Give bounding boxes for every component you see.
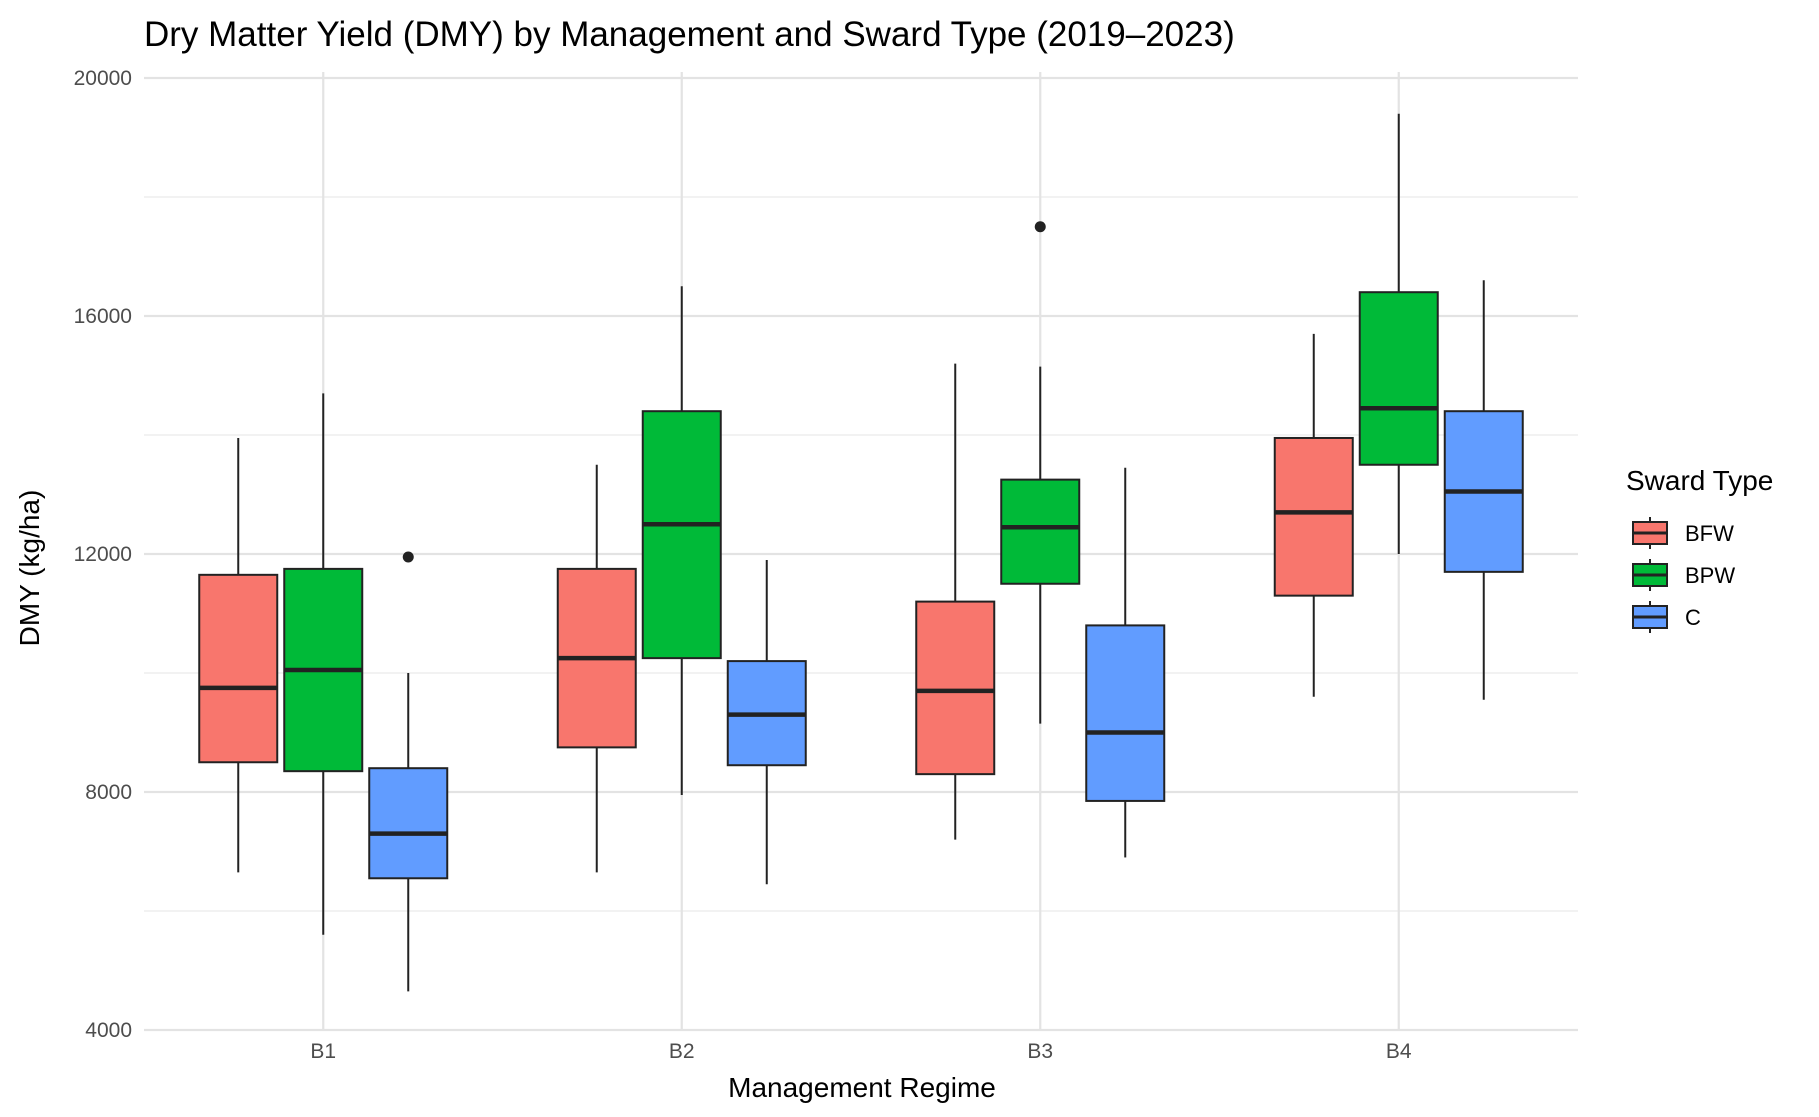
- y-axis-title: DMY (kg/ha): [14, 490, 45, 647]
- box-iqr: [1085, 624, 1166, 802]
- y-tick-label: 16000: [74, 305, 132, 328]
- chart-title: Dry Matter Yield (DMY) by Management and…: [144, 15, 1235, 54]
- legend-label: BFW: [1685, 521, 1734, 546]
- y-tick-label: 4000: [85, 1019, 132, 1042]
- legend-label: BPW: [1685, 563, 1735, 588]
- x-tick-label: B1: [310, 1040, 336, 1063]
- y-tick-label: 20000: [74, 67, 132, 90]
- box-C-B1: [368, 551, 449, 992]
- legend-item-BPW: BPW: [1632, 559, 1735, 591]
- y-axis: 4000 8000 12000 16000 20000: [74, 67, 132, 1042]
- y-tick-label: 8000: [85, 781, 132, 804]
- x-axis: B1 B2 B3 B4: [310, 1040, 1412, 1063]
- boxes: [198, 113, 1524, 992]
- legend-item-C: C: [1632, 601, 1701, 633]
- legend: Sward Type BFW BPW C: [1626, 465, 1773, 633]
- legend-title: Sward Type: [1626, 465, 1773, 496]
- box-BFW-B3: [915, 363, 996, 840]
- box-C-B2: [726, 559, 807, 885]
- box-BPW-B1: [283, 393, 364, 935]
- box-iqr: [1000, 478, 1081, 585]
- legend-item-BFW: BFW: [1632, 517, 1734, 549]
- box-iqr: [1358, 291, 1439, 466]
- outlier-point: [402, 551, 414, 563]
- box-iqr: [368, 767, 449, 880]
- box-BPW-B3: [1000, 221, 1081, 724]
- box-C-B3: [1085, 467, 1166, 858]
- y-tick-label: 12000: [74, 543, 132, 566]
- outlier-point: [1034, 221, 1046, 233]
- box-iqr: [915, 600, 996, 776]
- box-C-B4: [1443, 280, 1524, 700]
- x-axis-title: Management Regime: [728, 1072, 996, 1103]
- box-iqr: [198, 573, 279, 764]
- box-BPW-B2: [641, 286, 722, 795]
- box-BPW-B4: [1358, 113, 1439, 554]
- box-BFW-B2: [556, 464, 637, 873]
- box-iqr: [641, 410, 722, 660]
- grid-lines: [144, 72, 1578, 1032]
- legend-label: C: [1685, 605, 1701, 630]
- box-iqr: [1273, 436, 1354, 597]
- box-BFW-B1: [198, 437, 279, 873]
- x-tick-label: B3: [1027, 1040, 1053, 1063]
- x-tick-label: B4: [1386, 1040, 1412, 1063]
- x-tick-label: B2: [669, 1040, 695, 1063]
- box-BFW-B4: [1273, 333, 1354, 697]
